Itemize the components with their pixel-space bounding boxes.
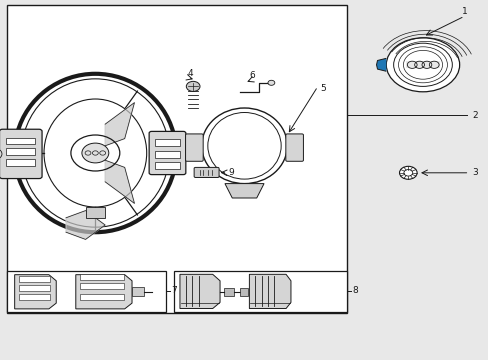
FancyBboxPatch shape [0, 129, 42, 179]
Bar [80, 283, 123, 289]
Ellipse shape [0, 149, 2, 158]
Circle shape [186, 81, 200, 91]
Bar [85, 207, 105, 218]
Circle shape [81, 143, 108, 163]
FancyBboxPatch shape [149, 131, 185, 175]
Circle shape [267, 80, 274, 85]
Polygon shape [76, 275, 132, 309]
Bar [80, 294, 123, 300]
Circle shape [386, 38, 459, 92]
Bar [132, 287, 144, 296]
Text: 6: 6 [248, 71, 254, 80]
Bar [173, 271, 346, 312]
Text: 5: 5 [319, 84, 325, 93]
Polygon shape [105, 103, 134, 146]
Text: 7: 7 [171, 287, 177, 295]
Bar [80, 274, 123, 280]
Polygon shape [224, 184, 264, 198]
Bar [239, 288, 248, 296]
Polygon shape [66, 211, 105, 239]
Text: 2: 2 [471, 111, 477, 120]
Polygon shape [15, 275, 56, 309]
Polygon shape [376, 58, 386, 71]
Polygon shape [105, 160, 134, 203]
Polygon shape [180, 274, 220, 309]
Circle shape [399, 166, 416, 179]
Bar [7, 5, 346, 313]
Bar [155, 151, 180, 158]
Text: 9: 9 [228, 168, 234, 177]
Text: 3: 3 [471, 168, 477, 177]
Polygon shape [249, 274, 290, 309]
FancyBboxPatch shape [194, 167, 219, 177]
Text: 8: 8 [351, 287, 357, 295]
Bar [155, 139, 180, 146]
Bar [19, 276, 50, 282]
Bar [6, 148, 35, 155]
Bar [155, 162, 180, 169]
Bar [6, 159, 35, 166]
FancyBboxPatch shape [185, 134, 203, 161]
Bar [19, 285, 50, 291]
Bar [19, 294, 50, 300]
Text: 4: 4 [187, 69, 193, 78]
FancyBboxPatch shape [285, 134, 303, 161]
Bar [6, 138, 35, 144]
Bar [224, 288, 233, 296]
Text: 1: 1 [461, 7, 467, 16]
Bar [7, 271, 166, 312]
Bar [405, 61, 439, 68]
